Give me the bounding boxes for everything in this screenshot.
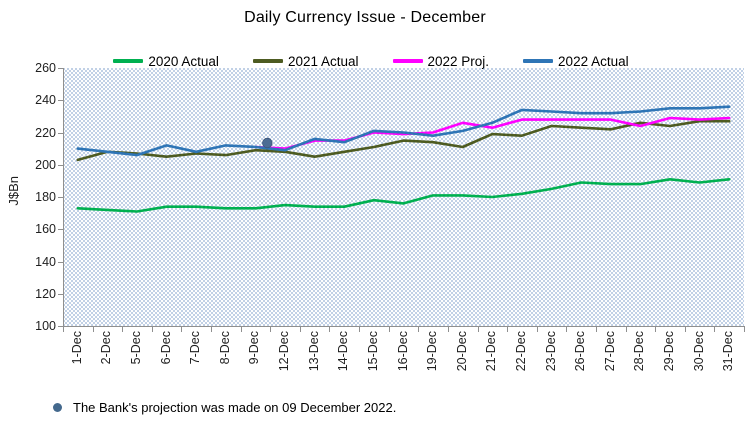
x-tick-mark <box>211 327 213 332</box>
x-tick-mark <box>477 327 479 332</box>
x-tick-mark <box>181 327 183 332</box>
x-tick-mark <box>299 327 301 332</box>
y-tick-label: 240 <box>35 93 56 108</box>
x-tick-mark <box>566 327 568 332</box>
y-tick-label: 180 <box>35 190 56 204</box>
x-tick-mark <box>447 327 449 332</box>
legend-label: 2022 Actual <box>558 53 629 69</box>
x-tick-mark <box>240 327 242 332</box>
legend-label: 2020 Actual <box>148 53 219 69</box>
legend-swatch-icon <box>392 59 423 63</box>
y-tick-label: 100 <box>35 319 56 333</box>
x-axis-line <box>63 326 745 327</box>
legend-label: 2021 Actual <box>287 53 359 69</box>
y-tick-label: 120 <box>35 286 56 301</box>
y-tick-mark <box>58 261 63 263</box>
x-tick-mark <box>329 327 331 332</box>
legend-item-2020-actual: 2020 Actual <box>113 54 219 69</box>
y-tick-mark <box>58 132 63 134</box>
y-tick-mark <box>58 68 63 69</box>
projection-date-marker <box>262 137 273 149</box>
y-tick-mark <box>58 293 63 295</box>
x-tick-mark <box>92 327 94 332</box>
x-tick-mark <box>714 327 716 332</box>
legend-swatch-icon <box>252 59 283 63</box>
series-line-2022-actual <box>76 105 731 157</box>
x-tick-mark <box>684 327 686 332</box>
series-line-2020-actual <box>76 178 731 213</box>
footnote-text: The Bank's projection was made on 09 Dec… <box>73 400 397 415</box>
x-tick-mark <box>388 327 390 332</box>
series-line-2021-actual <box>76 119 731 162</box>
footnote-bullet-icon <box>53 403 62 412</box>
x-tick-mark <box>536 327 538 332</box>
x-tick-mark <box>270 327 272 332</box>
y-tick-mark <box>58 100 63 102</box>
y-tick-mark <box>58 229 63 231</box>
chart-title: Daily Currency Issue - December <box>244 9 486 26</box>
x-tick-mark <box>63 327 64 332</box>
x-tick-mark <box>595 327 597 332</box>
x-tick-mark <box>744 327 745 332</box>
y-axis-line <box>63 68 64 327</box>
y-tick-label: 220 <box>35 125 56 140</box>
legend-item-2022-actual: 2022 Actual <box>523 54 629 69</box>
legend-swatch-icon <box>113 59 144 63</box>
x-tick-mark <box>625 327 627 332</box>
y-tick-mark <box>58 164 63 166</box>
legend-item-2021-actual: 2021 Actual <box>252 53 359 69</box>
x-tick-mark <box>418 327 420 332</box>
y-tick-label: 160 <box>35 222 56 237</box>
x-tick-mark <box>151 327 153 332</box>
y-tick-label: 140 <box>35 254 56 269</box>
legend-label: 2022 Proj. <box>427 53 490 69</box>
y-tick-label: 200 <box>35 157 56 172</box>
legend-swatch-icon <box>523 59 554 63</box>
x-tick-mark <box>122 327 124 332</box>
y-tick-mark <box>58 326 63 327</box>
x-tick-mark <box>359 327 361 332</box>
y-tick-mark <box>58 197 63 198</box>
x-tick-mark <box>507 327 509 332</box>
x-tick-mark <box>655 327 657 332</box>
legend: 2020 Actual 2021 Actual 2022 Proj. 2022 Act… <box>0 52 742 70</box>
legend-item-2022-proj-: 2022 Proj. <box>392 53 490 69</box>
y-tick-label: 260 <box>35 61 56 75</box>
